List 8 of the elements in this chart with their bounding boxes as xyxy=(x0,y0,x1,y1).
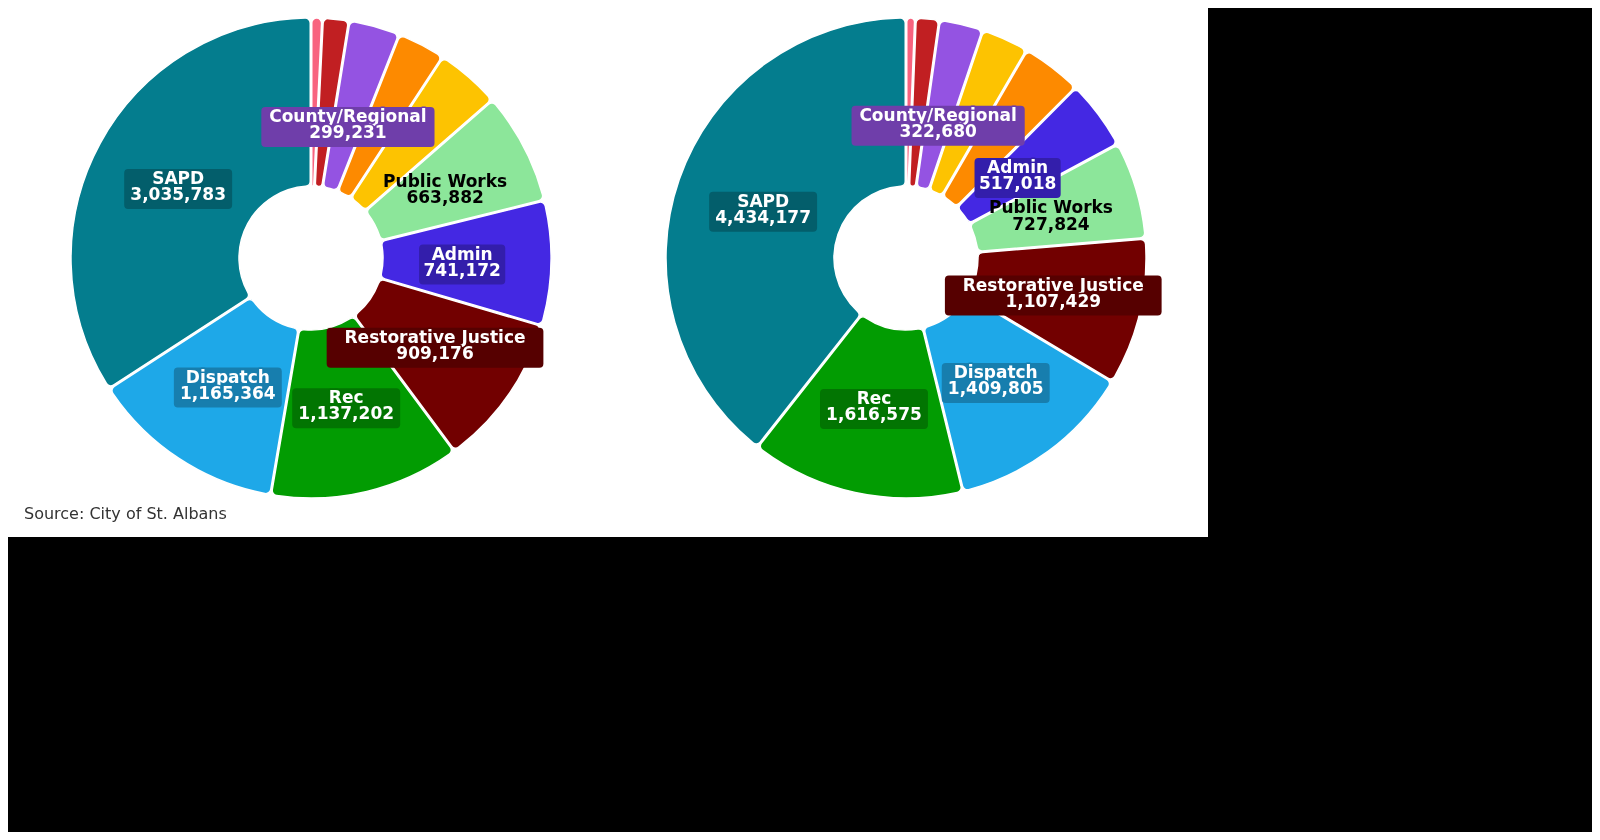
data-label: 663,882 xyxy=(406,186,484,207)
data-label: 3,035,783 xyxy=(130,184,227,205)
slice-label: County/Regional xyxy=(269,106,427,127)
source-note: Source: City of St. Albans xyxy=(24,504,227,523)
data-label: 517,018 xyxy=(978,173,1057,194)
data-label: 1,137,202 xyxy=(298,403,395,424)
data-label: 1,616,575 xyxy=(826,404,922,425)
slice-label: County/Regional xyxy=(859,104,1017,125)
